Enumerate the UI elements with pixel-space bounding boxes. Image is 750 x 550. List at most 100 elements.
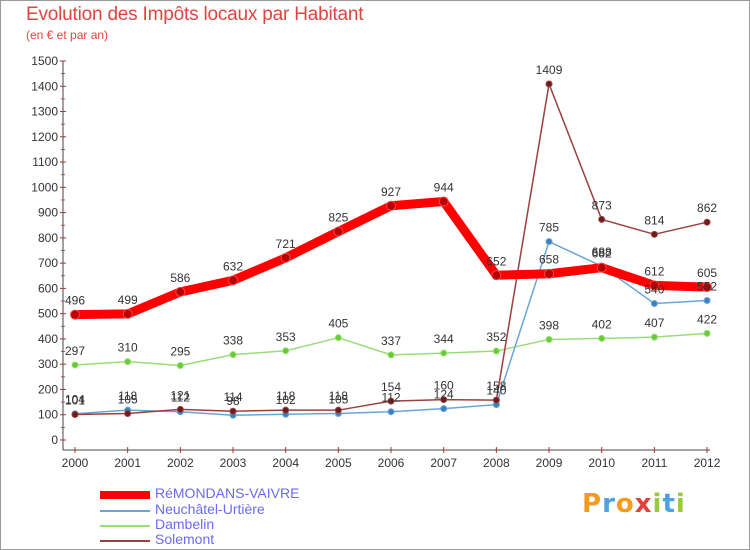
logo-letter: t [662,489,676,519]
data-point [228,275,239,286]
data-point [282,406,290,414]
data-point [280,252,291,263]
legend-swatch-solemont [100,540,150,542]
data-point [596,262,607,273]
data-label: 102 [276,393,296,407]
logo-letter: P [582,489,603,519]
data-label: 121 [170,388,190,402]
y-tick-label: 500 [38,307,58,321]
y-tick-label: 1400 [31,79,58,93]
data-label: 112 [171,391,190,405]
data-label: 295 [170,344,190,358]
data-label: 405 [328,317,348,331]
y-tick-label: 1200 [31,130,58,144]
legend-label: RéMONDANS-VAIVRE [155,485,300,501]
data-label: 407 [644,316,664,330]
data-label: 344 [434,332,454,346]
data-point [545,80,553,88]
data-point [70,309,80,320]
data-point [492,396,500,404]
y-tick-label: 1300 [31,105,58,119]
y-tick-label: 1500 [31,54,58,68]
data-point [545,238,553,246]
data-label: 862 [697,201,717,215]
data-point [491,270,502,281]
data-point [703,218,711,226]
data-label: 297 [65,344,85,358]
y-tick-label: 1100 [32,155,58,169]
data-label: 944 [434,180,454,194]
logo-letter: i [675,489,686,519]
x-tick-label: 2010 [588,456,615,470]
data-label: 688 [592,245,612,259]
data-point [440,405,448,413]
data-label: 98 [226,394,240,408]
data-label: 552 [697,280,717,294]
data-label: 873 [592,198,612,212]
data-label: 124 [434,388,454,402]
data-point [650,333,658,341]
data-label: 353 [276,330,296,344]
data-label: 540 [644,283,664,297]
data-point [71,410,79,418]
data-point [545,335,553,343]
data-point [650,300,658,308]
x-tick-label: 2002 [167,456,194,470]
data-point [175,286,186,297]
data-label: 605 [697,266,717,280]
data-point [71,361,79,369]
y-tick-label: 400 [38,332,58,346]
data-point [387,351,395,359]
x-tick-label: 2001 [114,456,141,470]
data-label: 337 [381,334,401,348]
data-label: 402 [592,317,612,331]
x-tick-label: 2006 [378,456,405,470]
data-label: 658 [539,253,559,267]
logo-letter: o [615,489,635,519]
logo-letter: r [602,489,616,519]
x-tick-label: 2011 [641,456,667,470]
chart-title: Evolution des Impôts locaux par Habitant [26,4,364,25]
data-point [176,405,184,413]
data-label: 496 [65,294,85,308]
data-point [124,358,132,366]
y-tick-label: 200 [38,382,58,396]
data-point [229,407,237,415]
data-label: 612 [644,264,664,278]
data-label: 721 [276,237,296,251]
data-label: 105 [118,392,138,406]
data-point [124,409,132,417]
data-label: 112 [381,391,400,405]
data-label: 101 [65,393,85,407]
y-tick-label: 600 [38,281,58,295]
x-tick-label: 2005 [325,456,352,470]
legend-swatch-neuchatel-urtiere [100,510,150,512]
data-label: 682 [592,247,612,261]
data-label: 352 [486,330,506,344]
data-label: 118 [329,389,348,403]
data-point [544,268,555,279]
logo-letter: i [652,489,663,519]
data-label: 118 [118,389,137,403]
y-tick-label: 300 [38,357,58,371]
data-label: 499 [118,293,138,307]
data-label: 105 [328,392,348,406]
proxiti-logo: Proxiti [582,489,686,519]
y-tick-label: 700 [38,256,58,270]
data-label: 154 [381,380,401,394]
data-point [387,408,395,416]
data-point [702,282,713,293]
data-point [703,329,711,337]
data-point [492,347,500,355]
data-point [440,349,448,357]
data-point [598,334,606,342]
data-point [649,280,660,291]
data-label: 1409 [536,63,563,77]
x-tick-label: 2012 [694,456,721,470]
data-label: 632 [223,259,243,273]
x-tick-label: 2008 [483,456,510,470]
x-tick-label: 2004 [272,456,299,470]
data-label: 118 [276,389,295,403]
data-point [334,334,342,342]
